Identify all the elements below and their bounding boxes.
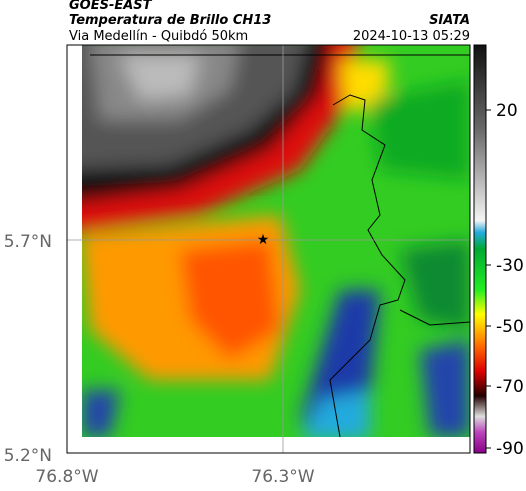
location-marker: ★ bbox=[257, 232, 270, 248]
lat-label: 5.2°N bbox=[4, 446, 52, 466]
colorbar-tick-label: -70 bbox=[496, 377, 524, 397]
agency: SIATA bbox=[429, 13, 470, 28]
map-frame bbox=[66, 44, 471, 454]
source: GOES-EAST bbox=[69, 0, 153, 13]
datetime: 2024-10-13 05:29 bbox=[353, 29, 470, 44]
lat-label: 5.7°N bbox=[4, 232, 52, 252]
title: Temperatura de Brillo CH13 bbox=[69, 13, 271, 28]
colorbar-ticks bbox=[486, 109, 491, 449]
colorbar-tick-label: 20 bbox=[496, 101, 518, 121]
colorbar-tick-label: -90 bbox=[496, 439, 524, 459]
lon-label: 76.8°W bbox=[35, 467, 98, 487]
brightness-image bbox=[82, 45, 470, 437]
lon-label: 76.3°W bbox=[251, 467, 314, 487]
colorbar-tick-label: -50 bbox=[496, 317, 524, 337]
subtitle: Via Medellín - Quibdó 50km bbox=[69, 29, 248, 44]
colorbar bbox=[473, 44, 487, 454]
colorbar-tick-label: -30 bbox=[496, 256, 524, 276]
